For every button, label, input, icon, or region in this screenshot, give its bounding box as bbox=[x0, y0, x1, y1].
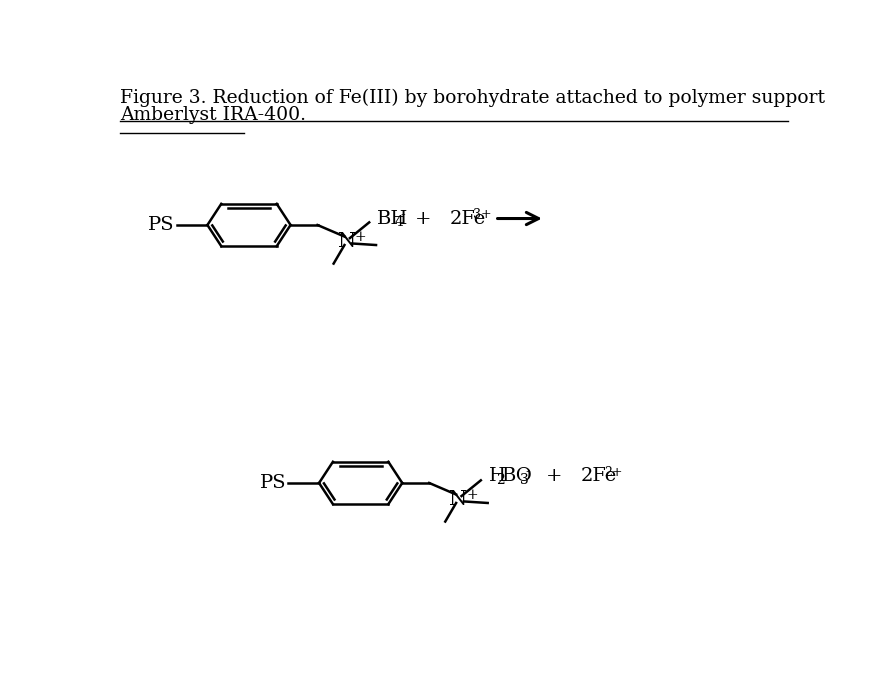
Text: 3+: 3+ bbox=[473, 208, 492, 221]
Text: 2Fe: 2Fe bbox=[581, 467, 617, 486]
Text: 2+: 2+ bbox=[604, 466, 623, 479]
Text: +: + bbox=[466, 488, 478, 502]
Text: Amberlyst IRA-400.: Amberlyst IRA-400. bbox=[120, 106, 306, 124]
Text: 4: 4 bbox=[394, 215, 403, 228]
Text: PS: PS bbox=[148, 216, 175, 234]
Text: -: - bbox=[400, 208, 405, 222]
Text: BO: BO bbox=[502, 467, 532, 486]
Text: 3: 3 bbox=[520, 473, 529, 486]
Text: +: + bbox=[355, 230, 366, 244]
Text: Figure 3. Reduction of Fe(III) by borohydrate attached to polymer support: Figure 3. Reduction of Fe(III) by borohy… bbox=[120, 89, 825, 107]
Text: -: - bbox=[526, 466, 530, 480]
Text: +: + bbox=[415, 210, 431, 228]
Text: N: N bbox=[338, 232, 356, 250]
Text: N: N bbox=[449, 490, 468, 508]
Text: PS: PS bbox=[260, 474, 286, 492]
Text: 2Fe: 2Fe bbox=[450, 210, 487, 228]
Text: H: H bbox=[488, 467, 505, 486]
Text: 2: 2 bbox=[496, 473, 505, 486]
Text: +: + bbox=[546, 467, 563, 486]
Text: BH: BH bbox=[377, 210, 409, 228]
